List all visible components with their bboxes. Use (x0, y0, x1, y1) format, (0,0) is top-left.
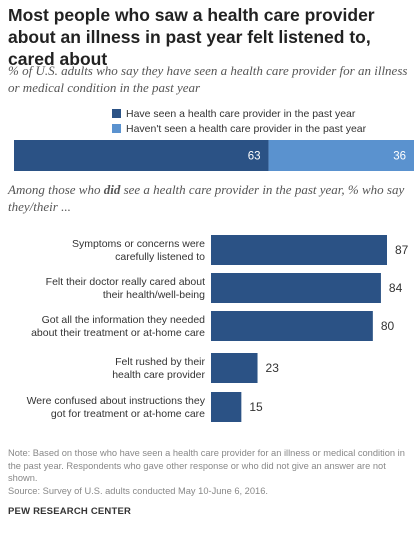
bar-2 (211, 311, 373, 341)
category-label-line: health care provider (112, 369, 205, 381)
category-label-line: Felt rushed by their (115, 356, 205, 368)
legend-label-not-seen: Haven't seen a health care provider in t… (126, 122, 367, 135)
bar-value-label-4: 15 (249, 400, 263, 414)
chart-subtitle: % of U.S. adults who say they have seen … (8, 63, 408, 95)
category-label-line: carefully listened to (115, 251, 205, 263)
category-label-line: Were confused about instructions they (27, 395, 206, 407)
legend-item-not-seen: Haven't seen a health care provider in t… (112, 121, 366, 136)
category-label-line: their health/well-being (103, 289, 205, 301)
bar-category-label-3: Felt rushed by their health care provider (112, 356, 205, 381)
bar-value-label-3: 23 (266, 361, 280, 375)
bar-0 (211, 235, 387, 265)
bar-chart-heading: Among those who did see a health care pr… (8, 181, 413, 215)
heading-bold: did (103, 182, 121, 197)
stacked-bar-segment-1 (268, 140, 414, 171)
bar-1 (211, 273, 381, 303)
source-text: Source: Survey of U.S. adults conducted … (8, 485, 268, 496)
stacked-bar-value-1: 36 (393, 151, 406, 163)
stacked-bar-value-0: 63 (248, 151, 261, 163)
heading-pre: Among those who (8, 182, 104, 197)
bar-3 (211, 353, 258, 383)
bar-value-label-1: 84 (389, 281, 403, 295)
bar-value-label-2: 80 (381, 319, 395, 333)
legend-label-seen: Have seen a health care provider in the … (126, 107, 356, 120)
bar-value-label-0: 87 (395, 243, 409, 257)
stacked-bar-segment-0 (14, 140, 269, 171)
legend: Have seen a health care provider in the … (112, 106, 366, 136)
category-label-line: got for treatment or at-home care (51, 408, 205, 420)
brand-logo: PEW RESEARCH CENTER (8, 506, 132, 517)
bar-category-label-1: Felt their doctor really cared about thei… (46, 276, 205, 301)
category-label-line: Symptoms or concerns were (72, 238, 205, 250)
legend-swatch-seen (112, 109, 121, 118)
category-label-line: Felt their doctor really cared about (46, 276, 205, 288)
legend-item-seen: Have seen a health care provider in the … (112, 106, 366, 121)
category-label-line: Got all the information they needed (42, 314, 206, 326)
chart-note: Note: Based on those who have seen a hea… (8, 447, 413, 497)
chart-title: Most people who saw a health care provid… (8, 5, 375, 69)
category-label-line: about their treatment or at-home care (31, 327, 205, 339)
bar-category-label-0: Symptoms or concerns were carefully liste… (72, 238, 205, 263)
bar-4 (211, 392, 242, 422)
bar-category-label-4: Were confused about instructions they got… (27, 395, 206, 420)
bar-category-label-2: Got all the information they needed about… (31, 314, 205, 339)
note-text: Note: Based on those who have seen a hea… (8, 448, 405, 483)
legend-swatch-not-seen (112, 124, 121, 133)
heading-post: see a health care provider in the past y… (8, 182, 405, 214)
